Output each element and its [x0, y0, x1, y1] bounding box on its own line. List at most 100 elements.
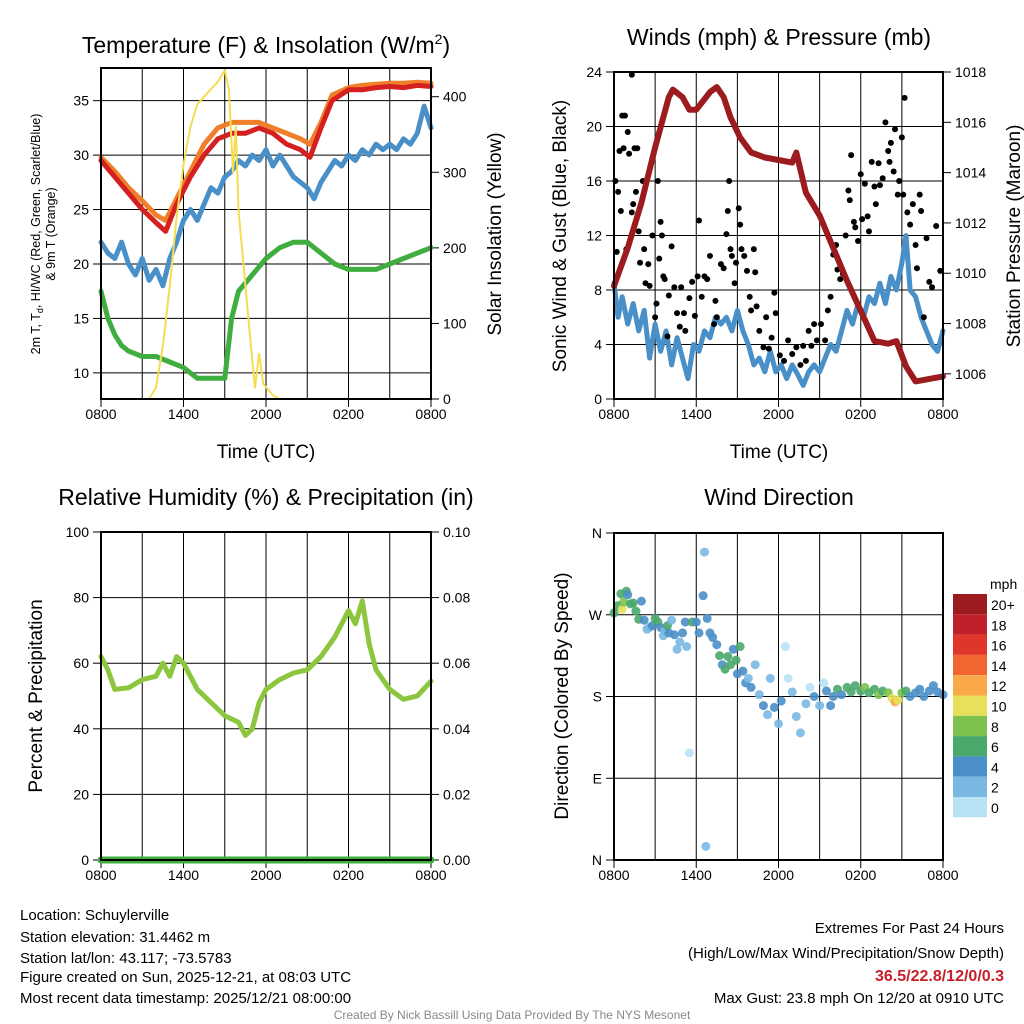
y-right-tick-label: 0.00	[443, 852, 470, 868]
direction-point	[746, 682, 756, 692]
direction-point	[776, 696, 786, 706]
y-tick-label: 16	[586, 173, 602, 189]
gust-point	[724, 207, 731, 214]
gust-point	[645, 261, 652, 268]
y-right-tick-label: 1012	[955, 215, 986, 231]
direction-point	[809, 692, 819, 701]
y-tick-label: 8	[594, 282, 602, 298]
direction-point	[805, 682, 815, 692]
x-tick-label: 2000	[763, 406, 794, 422]
direction-point	[850, 681, 860, 691]
gust-point	[793, 344, 800, 351]
panel2-title: Winds (mph) & Pressure (mb)	[627, 24, 931, 50]
gust-point	[772, 310, 779, 317]
gust-point	[711, 321, 718, 328]
y-right-tick-label: 200	[443, 240, 467, 256]
gust-point	[850, 218, 857, 225]
legend-swatch	[953, 736, 987, 757]
y-tick-label: 4	[594, 337, 602, 353]
y-tick-label: N	[592, 525, 602, 541]
legend-swatch	[953, 634, 987, 655]
direction-point	[675, 637, 685, 647]
x-tick-label: 0800	[415, 867, 446, 883]
y-tick-label: 0	[594, 391, 602, 407]
direction-point	[795, 728, 805, 738]
gust-point	[637, 259, 644, 266]
y-tick-label: 60	[73, 655, 89, 671]
panel-2: 0 4 8 12 16 20 24 1006 1008 1010 1012 1014 1016 1018 0…	[586, 64, 986, 422]
x-tick-label: 0200	[845, 406, 876, 422]
y-right-tick-label: 0.06	[443, 655, 470, 671]
y-tick-label: 30	[73, 147, 89, 163]
panel-3: 0 20 40 60 80 100 0.00 0.02 0.04 0.06 0.08 0.10 0800…	[66, 524, 471, 883]
gust-point	[727, 246, 734, 253]
y-tick-label: 80	[73, 590, 89, 606]
gust-point	[728, 252, 735, 259]
gust-point	[763, 314, 770, 321]
gust-point	[871, 183, 878, 190]
gust-point	[689, 278, 696, 285]
y-right-tick-label: 100	[443, 315, 467, 331]
direction-point	[774, 719, 783, 729]
direction-point	[701, 841, 711, 851]
gust-point	[652, 314, 659, 321]
y-right-tick-label: 1016	[955, 114, 986, 130]
gust-point	[875, 160, 882, 167]
direction-point	[821, 686, 831, 696]
y-right-tick-label: 1006	[955, 366, 986, 382]
x-tick-label: 0800	[927, 867, 958, 883]
gust-point	[746, 293, 753, 300]
gust-point	[845, 187, 852, 194]
gust-point	[855, 237, 862, 244]
x-tick-label: 1400	[168, 406, 199, 422]
gust-point	[649, 232, 656, 239]
footer-recent: Most recent data timestamp: 2025/12/21 0…	[20, 990, 351, 1007]
direction-point	[738, 666, 748, 676]
extremes-title: Extremes For Past 24 Hours	[815, 920, 1004, 937]
gust-point	[615, 188, 622, 195]
legend-swatch	[953, 715, 987, 737]
gust-point	[929, 284, 936, 291]
panel1-ylabel-line1: 2m T, Td, HI/WC (Red, Green, Scarlet/Blu…	[29, 114, 45, 355]
y-right-tick-label: 0.10	[443, 524, 470, 540]
gust-point	[887, 139, 894, 146]
legend-label: 10	[991, 699, 1007, 715]
gust-point	[671, 284, 678, 291]
y-right-tick-label: 0.04	[443, 721, 470, 737]
gust-point	[904, 209, 911, 216]
direction-point	[699, 547, 709, 557]
y-tick-label: 40	[73, 721, 89, 737]
extremes-legend: (High/Low/Max Wind/Precipitation/Snow De…	[688, 945, 1004, 962]
y-tick-label: W	[589, 607, 603, 623]
legend-swatch	[953, 675, 987, 696]
gust-point	[760, 344, 767, 351]
extremes-values: 36.5/22.8/12/0/0.3	[875, 968, 1004, 985]
legend-label: 0	[991, 800, 999, 816]
gust-point	[864, 213, 871, 220]
y-tick-label: 20	[586, 119, 602, 135]
gust-point	[626, 150, 633, 157]
gust-point	[617, 207, 624, 214]
gust-point	[686, 295, 693, 302]
gust-point	[892, 126, 899, 133]
legend-swatch	[953, 756, 987, 777]
gust-point	[664, 333, 671, 340]
gust-point	[896, 178, 903, 184]
direction-point	[702, 613, 712, 623]
gust-point	[738, 246, 745, 253]
gust-point	[630, 201, 637, 208]
direction-point	[928, 681, 938, 691]
gust-point	[768, 334, 775, 341]
x-tick-label: 0200	[845, 867, 876, 883]
gust-point	[890, 168, 897, 175]
legend-swatch	[953, 695, 987, 716]
gust-point	[909, 201, 916, 208]
gust-point	[641, 246, 648, 253]
plot-border	[100, 531, 432, 861]
gust-point	[741, 252, 748, 259]
panel1-title: Temperature (F) & Insolation (W/m2)	[82, 31, 450, 58]
y-tick-label: 25	[73, 202, 89, 218]
gust-point	[632, 188, 639, 195]
plot-border	[613, 532, 944, 861]
y-right-tick-label: 1018	[955, 64, 986, 80]
